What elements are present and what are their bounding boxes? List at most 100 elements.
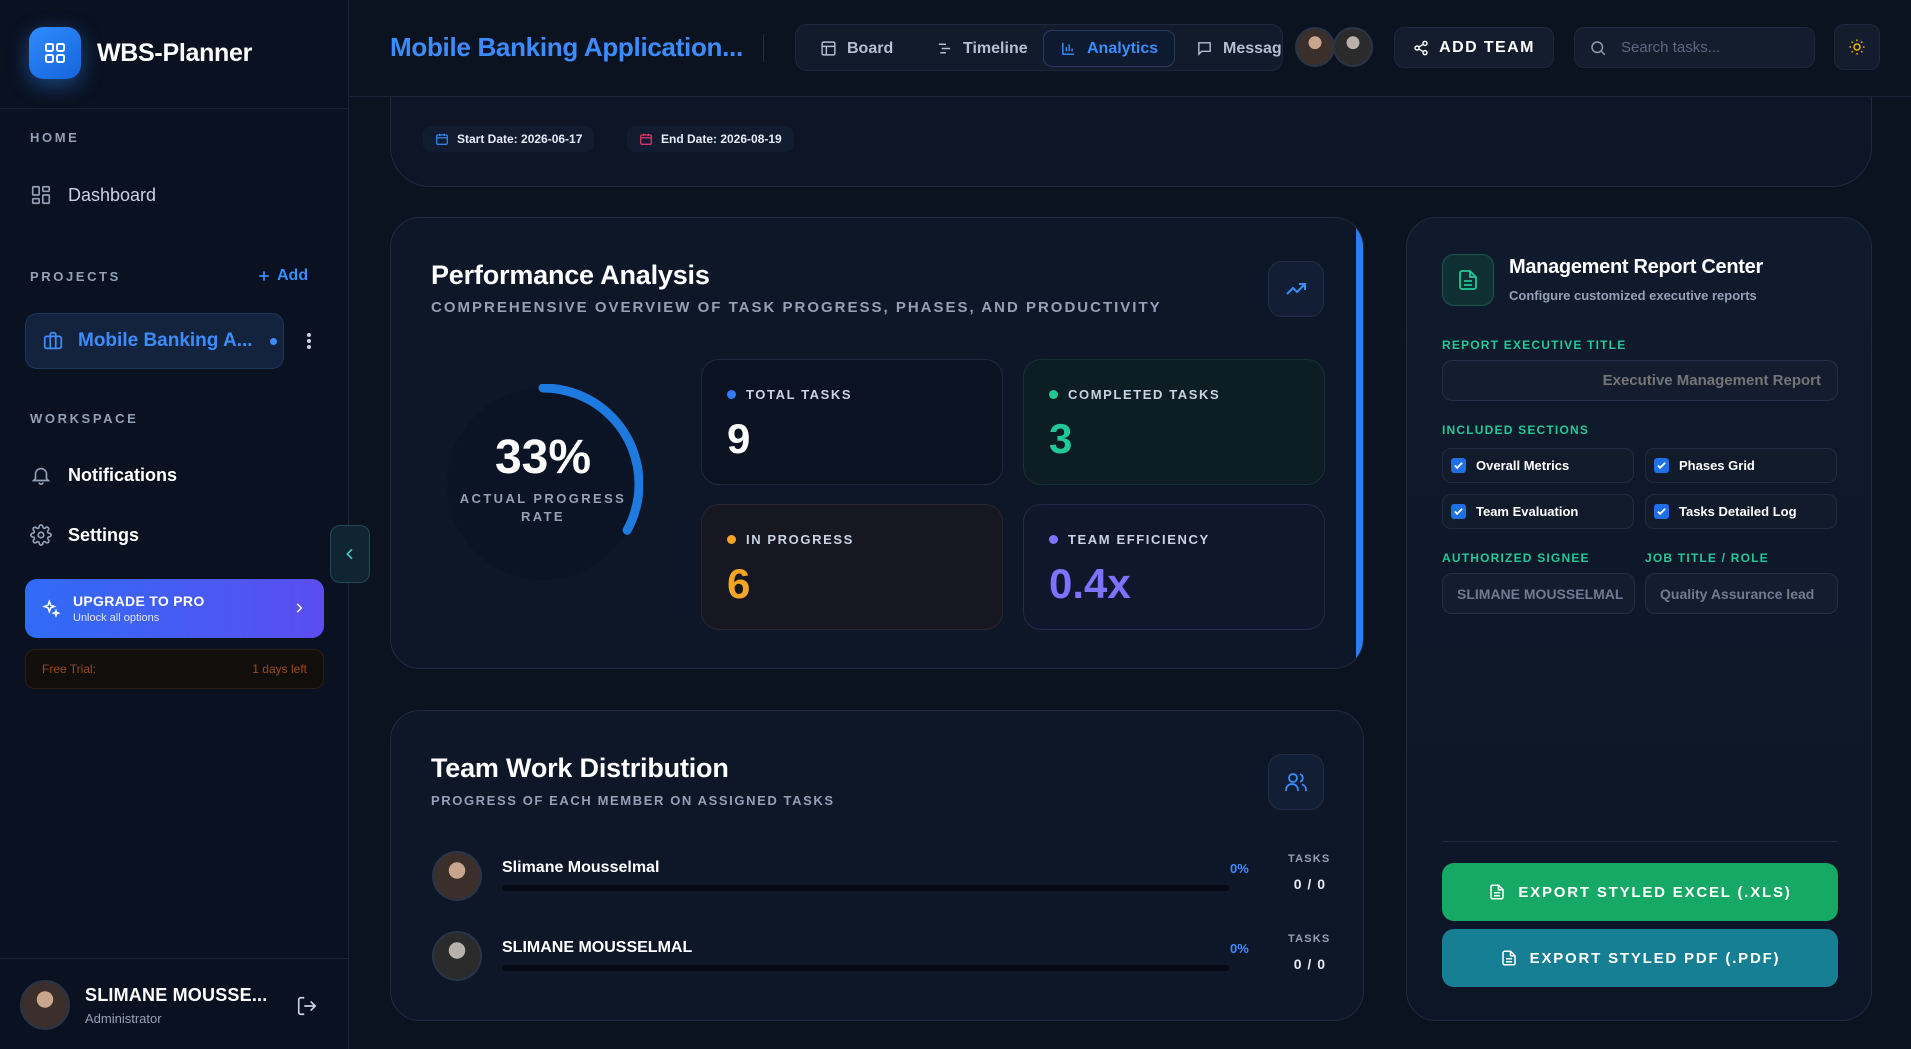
sparkle-icon [41,598,61,619]
user-profile[interactable]: SLIMANE MOUSSE... Administrator [0,958,349,1049]
checkbox-label: Phases Grid [1679,458,1755,473]
stat-value: 6 [727,560,751,607]
sidebar-item-dashboard[interactable]: Dashboard [30,184,156,206]
calendar-icon [435,132,449,146]
section-checkbox-team-evaluation[interactable]: Team Evaluation [1442,494,1634,529]
report-center-card: Management Report Center Configure custo… [1406,217,1872,1021]
job-title-input[interactable]: Quality Assurance lead [1645,573,1838,614]
add-project-label: Add [277,267,309,284]
sidebar: WBS-Planner HOME Dashboard PROJECTS Add … [0,0,349,1049]
progress-track [502,885,1229,891]
section-label-workspace: WORKSPACE [30,411,139,426]
checkbox-label: Tasks Detailed Log [1679,504,1797,519]
add-team-button[interactable]: ADD TEAM [1394,27,1554,68]
divider [0,108,348,109]
member-percent: 0% [1230,861,1249,876]
avatar [1333,27,1373,67]
card-subtitle: COMPREHENSIVE OVERVIEW OF TASK PROGRESS,… [431,299,1162,316]
field-label: REPORT EXECUTIVE TITLE [1442,338,1627,352]
collapse-sidebar-button[interactable] [330,525,370,583]
avatar [432,851,482,901]
add-team-label: ADD TEAM [1439,38,1535,56]
member-name: Slimane Mousselmal [502,859,660,876]
status-dot [1049,535,1058,544]
tab-analytics[interactable]: Analytics [1043,30,1176,67]
stat-completed-tasks: COMPLETED TASKS 3 [1023,359,1325,485]
section-checkbox-tasks-log[interactable]: Tasks Detailed Log [1645,494,1837,529]
file-icon [1488,883,1506,901]
plus-icon [257,269,271,283]
end-date-badge: End Date: 2026-08-19 [627,126,794,152]
card-subtitle: PROGRESS OF EACH MEMBER ON ASSIGNED TASK… [431,793,835,808]
section-checkbox-phases-grid[interactable]: Phases Grid [1645,448,1837,483]
brand[interactable]: WBS-Planner [29,27,252,79]
upgrade-subtitle: Unlock all options [73,612,160,624]
tasks-count: 0 / 0 [1293,956,1326,972]
trend-button[interactable] [1268,261,1324,317]
status-dot [727,390,736,399]
checkbox-label: Team Evaluation [1476,504,1579,519]
project-menu-icon[interactable] [303,331,315,351]
tasks-label: TASKS [1288,933,1331,945]
team-button[interactable] [1268,754,1324,810]
theme-toggle-button[interactable] [1834,24,1880,70]
bell-icon [30,464,52,486]
tasks-label: TASKS [1288,853,1331,865]
sidebar-item-label: Mobile Banking A... [78,330,253,351]
sidebar-item-label: Dashboard [68,184,157,205]
sidebar-item-notifications[interactable]: Notifications [30,464,177,486]
stat-label: TEAM EFFICIENCY [1068,532,1210,547]
executive-title-input[interactable] [1442,360,1838,401]
export-pdf-button[interactable]: EXPORT STYLED PDF (.PDF) [1442,929,1838,987]
board-icon [820,40,837,57]
upgrade-title: UPGRADE TO PRO [73,593,205,609]
user-name: SLIMANE MOUSSE... [85,985,268,1005]
trending-up-icon [1284,277,1308,301]
team-avatars[interactable] [1295,27,1373,67]
tab-label: Board [847,39,894,57]
search-box [1574,27,1815,68]
divider [763,34,764,62]
tasks-count: 0 / 0 [1293,876,1326,892]
logout-icon[interactable] [296,995,318,1017]
member-percent: 0% [1230,941,1249,956]
start-date-badge: Start Date: 2026-06-17 [423,126,595,152]
analytics-icon [1060,40,1077,57]
sidebar-item-label: Notifications [68,464,178,485]
status-dot [1049,390,1058,399]
tab-board[interactable]: Board [804,30,909,67]
tab-label: Messag [1223,39,1282,57]
search-input[interactable] [1621,39,1801,56]
file-icon [1500,949,1518,967]
checkbox-checked-icon [1451,504,1466,519]
checkbox-checked-icon [1451,458,1466,473]
stat-label: TOTAL TASKS [746,387,853,402]
share-icon [1413,40,1429,56]
tab-label: Timeline [963,39,1028,57]
dashboard-icon [30,184,52,206]
project-title[interactable]: Mobile Banking Application... [390,32,743,62]
users-icon [1284,770,1308,794]
card-title: Performance Analysis [431,260,710,290]
report-icon [1442,254,1494,306]
brand-logo-icon [29,27,81,79]
signee-input[interactable]: SLIMANE MOUSSELMAL [1442,573,1635,614]
sidebar-item-project[interactable]: Mobile Banking A... [25,313,284,369]
upgrade-button[interactable]: UPGRADE TO PRO Unlock all options [25,579,324,638]
ring-progress [443,384,643,584]
section-checkbox-overall-metrics[interactable]: Overall Metrics [1442,448,1634,483]
end-date: End Date: 2026-08-19 [661,132,782,146]
stat-team-efficiency: TEAM EFFICIENCY 0.4x [1023,504,1325,630]
field-label: INCLUDED SECTIONS [1442,423,1590,437]
calendar-icon [639,132,653,146]
tab-messages[interactable]: Messag [1180,30,1282,67]
search-icon [1589,39,1607,57]
export-excel-button[interactable]: EXPORT STYLED EXCEL (.XLS) [1442,863,1838,921]
project-dates: Start Date: 2026-06-17 End Date: 2026-08… [390,97,1872,187]
tab-timeline[interactable]: Timeline [920,30,1044,67]
user-role: Administrator [85,1011,162,1026]
add-project-button[interactable]: Add [257,267,308,285]
sidebar-item-settings[interactable]: Settings [30,524,139,546]
progress-ring: 33% ACTUAL PROGRESS RATE [443,384,643,584]
ring-track [447,388,639,580]
